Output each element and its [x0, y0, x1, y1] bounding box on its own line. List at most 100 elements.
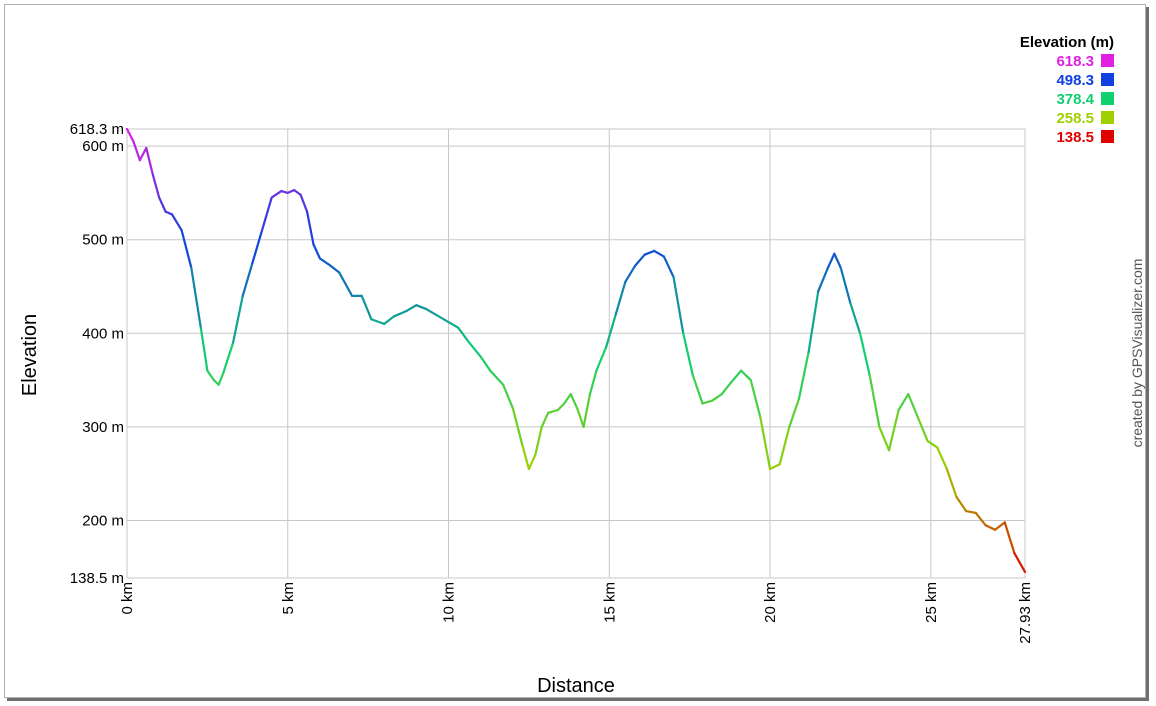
profile-segment: [582, 393, 592, 428]
y-tick-label: 618.3 m: [70, 121, 124, 138]
profile-segment: [797, 350, 810, 400]
profile-segment: [383, 315, 395, 326]
legend-title: Elevation (m): [1020, 34, 1114, 51]
profile-segment: [711, 393, 723, 402]
legend-entry-label: 258.5: [1056, 110, 1094, 127]
profile-segment: [138, 146, 148, 162]
profile-segment: [887, 408, 900, 452]
profile-segment: [534, 425, 543, 457]
legend-entry-label: 498.3: [1056, 72, 1094, 89]
profile-segment: [662, 255, 675, 279]
profile-segment: [199, 327, 209, 372]
profile-segment: [434, 313, 450, 324]
x-tick-label: 25 km: [923, 582, 940, 623]
profile-segment: [768, 463, 781, 471]
profile-segment: [595, 346, 608, 372]
profile-segment: [833, 252, 842, 269]
y-tick-label: 400 m: [82, 325, 124, 342]
profile-segment: [489, 369, 505, 386]
profile-segment: [312, 243, 322, 260]
profile-segment: [916, 416, 929, 443]
profile-segment: [1013, 552, 1027, 574]
profile-segment: [479, 355, 492, 372]
profile-segment: [527, 453, 537, 471]
profile-segment: [318, 257, 331, 267]
profile-segment: [132, 140, 141, 162]
x-tick-label: 0 km: [119, 582, 136, 615]
profile-segment: [338, 271, 354, 297]
profile-segment: [839, 266, 852, 305]
profile-segment: [511, 407, 524, 447]
profile-segment: [633, 253, 646, 268]
profile-segment: [206, 369, 215, 382]
profile-segment: [576, 407, 585, 428]
profile-segment: [270, 189, 283, 199]
profile-segment: [502, 383, 514, 410]
profile-segment: [447, 320, 460, 329]
legend-swatch: [1101, 54, 1114, 67]
x-tick-label: 27.93 km: [1017, 582, 1034, 644]
profile-segment: [965, 509, 977, 515]
x-tick-label: 5 km: [280, 582, 297, 615]
profile-segment: [170, 213, 183, 232]
y-tick-label: 138.5 m: [70, 570, 124, 587]
y-axis-title: Elevation: [19, 314, 41, 396]
y-tick-label: 500 m: [82, 232, 124, 249]
profile-segment: [424, 307, 437, 316]
profile-segment: [125, 127, 135, 143]
profile-segment: [730, 369, 743, 384]
profile-segment: [280, 189, 289, 195]
profile-segment: [164, 210, 174, 216]
profile-segment: [749, 378, 762, 419]
y-tick-label: 300 m: [82, 419, 124, 436]
profile-segment: [457, 326, 469, 342]
profile-segment: [251, 229, 264, 265]
profile-segment: [614, 280, 627, 316]
legend-swatch: [1101, 73, 1114, 86]
legend-swatch: [1101, 111, 1114, 124]
profile-segment: [392, 309, 408, 318]
legend: 618.3 498.3 378.4 258.5 138.5: [1056, 53, 1114, 146]
profile-segment: [222, 341, 235, 374]
x-axis-ticks: 0 km 5 km 10 km 15 km 20 km 25 km 27.93 km: [119, 582, 1034, 644]
profile-segment: [691, 374, 704, 405]
profile-segment: [588, 369, 598, 396]
profile-segment: [878, 425, 891, 452]
profile-segment: [405, 304, 418, 312]
profile-segment: [817, 266, 830, 293]
profile-segment: [936, 446, 948, 471]
profile-segment: [299, 193, 309, 213]
profile-segment: [370, 318, 386, 326]
profile-segment: [643, 249, 656, 256]
profile-segment: [955, 495, 968, 513]
legend-entry-label: 138.5: [1056, 129, 1094, 146]
profile-segment: [682, 332, 694, 377]
profile-segment: [984, 524, 997, 531]
profile-segment: [858, 332, 871, 377]
profile-segment: [1003, 521, 1016, 555]
profile-segment: [926, 439, 939, 449]
profile-segment: [293, 189, 302, 196]
x-tick-label: 20 km: [762, 582, 779, 623]
profile-segment: [260, 196, 273, 232]
y-tick-label: 200 m: [82, 512, 124, 529]
profile-segment: [563, 393, 572, 405]
profile-segment: [151, 173, 161, 199]
elevation-profile-line: [125, 127, 1027, 574]
profile-segment: [653, 249, 666, 258]
legend-entry-label: 378.4: [1056, 91, 1094, 108]
profile-segment: [305, 210, 315, 246]
plot-area-border: [126, 128, 1026, 579]
profile-segment: [604, 313, 617, 349]
profile-segment: [145, 146, 154, 176]
legend-entry-label: 618.3: [1056, 53, 1094, 70]
profile-segment: [360, 294, 373, 321]
chart-frame: [4, 4, 1146, 698]
profile-segment: [897, 393, 910, 412]
profile-segment: [190, 266, 203, 330]
legend-swatch: [1101, 130, 1114, 143]
profile-segment: [907, 393, 920, 419]
profile-segment: [232, 294, 244, 344]
profile-segment: [672, 276, 685, 335]
